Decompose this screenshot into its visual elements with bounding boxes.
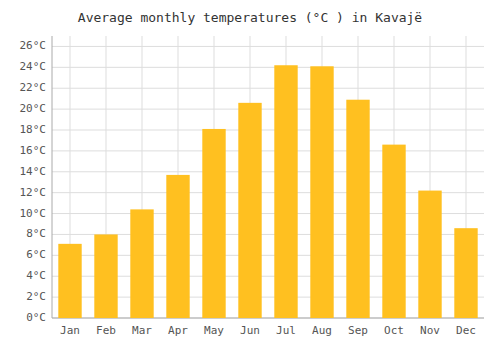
bar — [238, 103, 261, 318]
y-tick-label: 14°C — [20, 165, 47, 178]
grid-line-y — [52, 88, 484, 89]
bars — [58, 65, 477, 318]
bar — [58, 244, 81, 318]
y-axis-line — [52, 36, 53, 318]
grid-line-y — [52, 171, 484, 172]
y-tick-label: 18°C — [20, 123, 47, 136]
chart: Average monthly temperatures (°C ) in Ka… — [0, 0, 500, 350]
bar — [202, 129, 225, 318]
x-tick-label: Jan — [60, 324, 80, 337]
bar — [130, 209, 153, 318]
y-tick-label: 20°C — [20, 102, 47, 115]
x-tick-label: May — [204, 324, 224, 337]
bar — [310, 66, 333, 318]
x-tick-label: Dec — [456, 324, 476, 337]
bar — [94, 234, 117, 318]
axes: 0°C 2°C 4°C 6°C 8°C 10°C 12°C 14°C 16°C 18°C 20°C 2… — [20, 36, 485, 337]
x-tick-label: Aug — [312, 324, 332, 337]
grid-line-y — [52, 130, 484, 131]
y-tick-label: 6°C — [26, 248, 46, 261]
y-tick-label: 12°C — [20, 186, 47, 199]
x-tick-label: Feb — [96, 324, 116, 337]
y-tick-label: 24°C — [20, 60, 47, 73]
chart-container: Average monthly temperatures (°C ) in Ka… — [0, 0, 500, 350]
x-tick-label: Oct — [384, 324, 404, 337]
y-tick-label: 16°C — [20, 144, 47, 157]
grid-line-y — [52, 67, 484, 68]
y-tick-label: 10°C — [20, 207, 47, 220]
title: Average monthly temperatures (°C ) in Ka… — [78, 10, 423, 25]
y-tick-label: 4°C — [26, 269, 46, 282]
x-tick-label: Sep — [348, 324, 368, 337]
y-tick-label: 2°C — [26, 290, 46, 303]
bar — [382, 145, 405, 318]
bar — [454, 228, 477, 318]
x-tick-label: Jun — [240, 324, 260, 337]
bar — [346, 100, 369, 318]
x-tick-label: Nov — [420, 324, 440, 337]
x-tick-label: Jul — [276, 324, 296, 337]
y-tick-label: 22°C — [20, 81, 47, 94]
x-tick-label: Apr — [168, 324, 188, 337]
y-tick-label: 8°C — [26, 227, 46, 240]
grid-line-y — [52, 46, 484, 47]
x-tick-label: Mar — [132, 324, 152, 337]
grid-line-y — [52, 150, 484, 151]
grid — [52, 36, 484, 318]
y-tick-label: 26°C — [20, 39, 47, 52]
bar — [166, 175, 189, 318]
y-tick-label: 0°C — [26, 311, 46, 324]
bar — [274, 65, 297, 318]
grid-line-y — [52, 109, 484, 110]
bar — [418, 191, 441, 318]
